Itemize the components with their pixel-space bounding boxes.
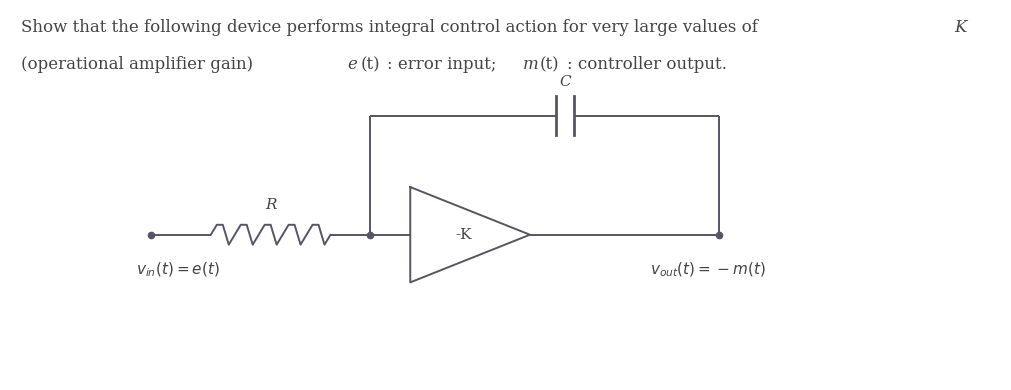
- Text: : error input;: : error input;: [387, 56, 501, 73]
- Text: $v_{in}(t) = e(t)$: $v_{in}(t) = e(t)$: [135, 261, 219, 279]
- Text: -K: -K: [455, 228, 472, 242]
- Text: $v_{out}(t) = -m(t)$: $v_{out}(t) = -m(t)$: [649, 261, 764, 279]
- Text: (operational amplifier gain): (operational amplifier gain): [21, 56, 259, 73]
- Text: Show that the following device performs integral control action for very large v: Show that the following device performs …: [21, 19, 762, 36]
- Text: : controller output.: : controller output.: [566, 56, 726, 73]
- Text: K: K: [952, 19, 966, 36]
- Text: (t): (t): [360, 56, 380, 73]
- Text: e: e: [347, 56, 357, 73]
- Text: C: C: [558, 75, 570, 89]
- Text: R: R: [265, 198, 276, 212]
- Text: (t): (t): [540, 56, 559, 73]
- Text: m: m: [523, 56, 538, 73]
